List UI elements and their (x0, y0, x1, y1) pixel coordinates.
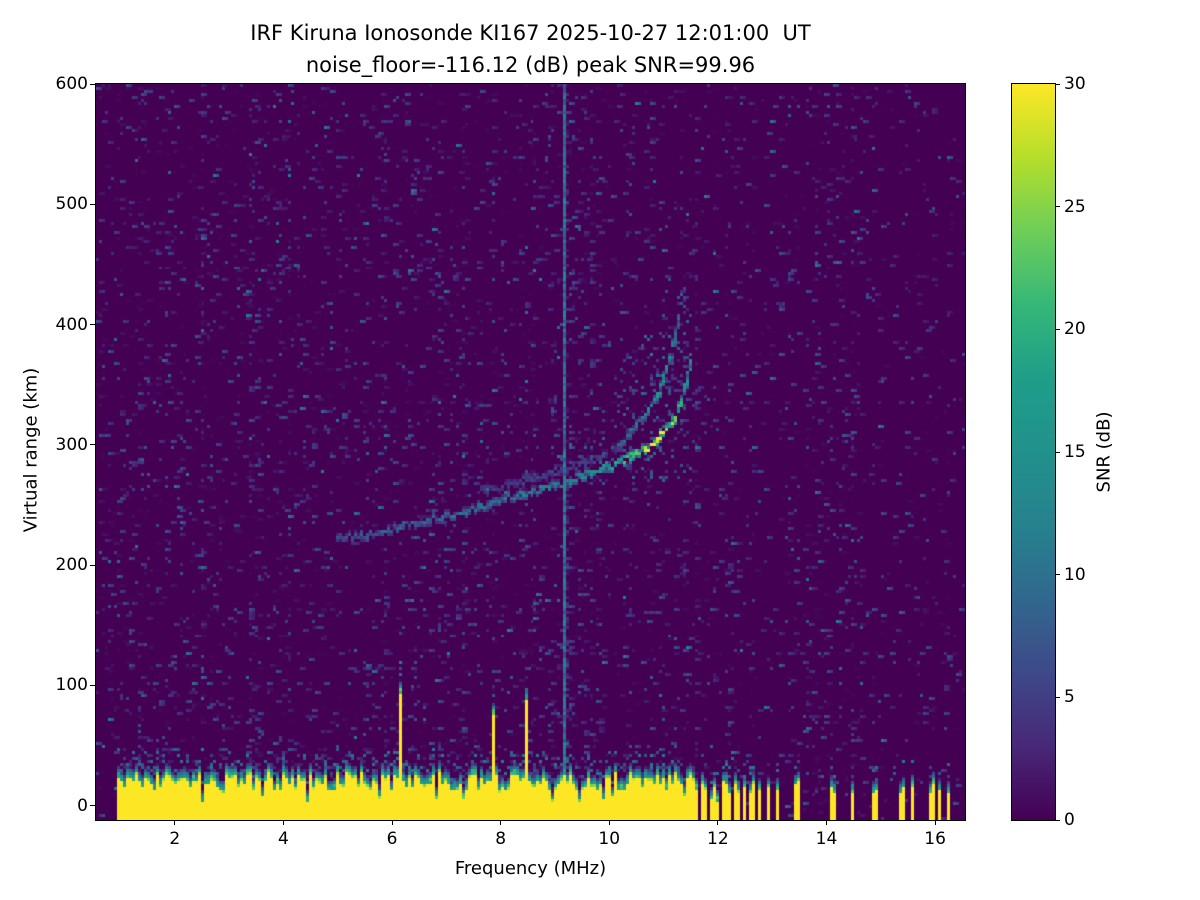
x-tick-mark (934, 820, 936, 825)
chart-title: IRF Kiruna Ionosonde KI167 2025-10-27 12… (250, 21, 811, 45)
colorbar-tick-label: 10 (1064, 564, 1086, 585)
y-tick-mark (90, 444, 96, 446)
heatmap-plot (96, 84, 965, 820)
x-tick-label: 14 (815, 829, 838, 849)
x-tick-label: 16 (924, 829, 946, 849)
colorbar-tick-label: 0 (1064, 810, 1075, 830)
x-tick-mark (717, 820, 719, 825)
x-tick-mark (826, 820, 827, 825)
plot-frame (95, 83, 966, 821)
x-tick-label: 2 (169, 829, 181, 849)
colorbar-tick-mark (1055, 574, 1060, 576)
y-tick-label: 100 (55, 675, 88, 696)
y-tick-mark (90, 684, 96, 686)
colorbar (1012, 84, 1055, 820)
y-tick-mark (90, 805, 96, 807)
x-axis-label: Frequency (MHz) (454, 858, 607, 879)
x-tick-mark (282, 820, 284, 825)
colorbar-tick-mark (1055, 206, 1060, 208)
colorbar-tick-label: 15 (1064, 442, 1086, 462)
x-tick-label: 4 (277, 829, 289, 849)
x-tick-mark (391, 820, 393, 825)
x-tick-mark (608, 820, 610, 825)
y-tick-label: 200 (55, 555, 88, 576)
colorbar-tick-mark (1055, 328, 1060, 330)
colorbar-tick-mark (1055, 451, 1060, 453)
colorbar-tick-mark (1055, 819, 1060, 821)
y-tick-mark (90, 203, 96, 205)
y-tick-label: 0 (77, 795, 88, 816)
y-tick-label: 300 (55, 434, 88, 455)
colorbar-tick-label: 30 (1064, 74, 1086, 94)
y-tick-mark (90, 564, 96, 566)
y-tick-mark (90, 83, 96, 85)
y-tick-mark (90, 324, 96, 326)
y-tick-label: 400 (55, 314, 88, 335)
colorbar-tick-label: 20 (1064, 319, 1086, 340)
colorbar-tick-label: 25 (1064, 196, 1086, 217)
colorbar-tick-label: 5 (1064, 687, 1075, 708)
x-tick-label: 12 (707, 829, 729, 849)
y-tick-label: 600 (55, 74, 88, 94)
x-tick-mark (174, 820, 176, 825)
x-tick-mark (500, 820, 502, 825)
x-tick-label: 10 (598, 829, 621, 849)
colorbar-tick-mark (1055, 83, 1060, 85)
x-tick-label: 8 (495, 829, 507, 849)
y-tick-label: 500 (55, 194, 88, 215)
chart-subtitle: noise_floor=-116.12 (dB) peak SNR=99.96 (305, 53, 756, 77)
x-tick-label: 6 (386, 829, 398, 849)
colorbar-tick-mark (1055, 696, 1060, 698)
colorbar-frame (1011, 83, 1056, 821)
